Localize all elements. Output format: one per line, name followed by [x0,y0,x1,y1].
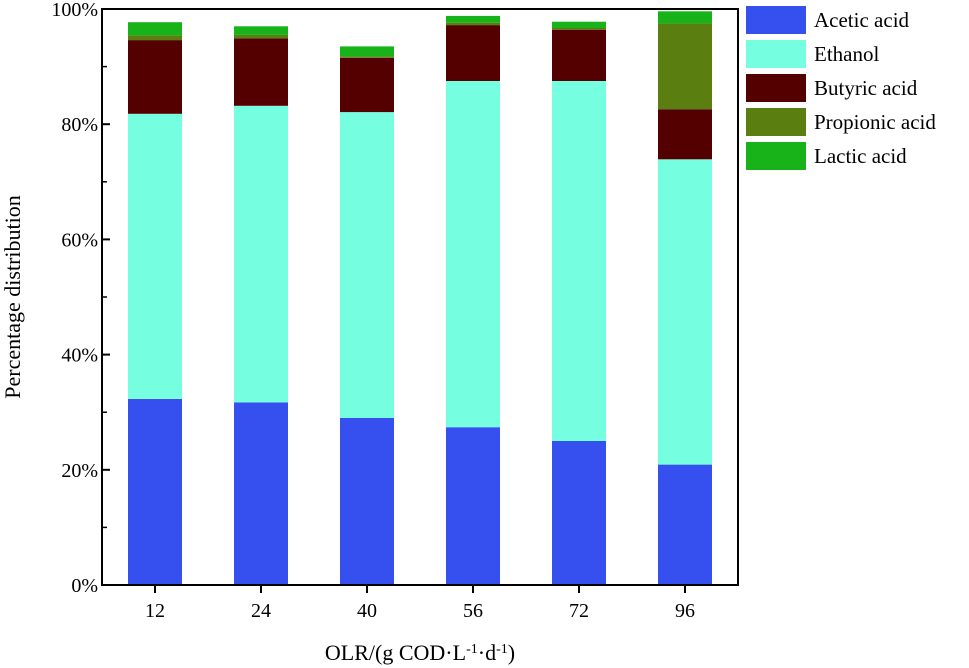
bar-ethanol-24 [234,105,288,403]
bar-lactic-acid-56 [446,15,500,23]
x-tick-label: 56 [463,600,483,622]
x-axis-title-sup2: -1 [496,642,508,657]
x-axis-title-sup1: -1 [466,642,478,657]
bar-acetic-acid-12 [128,399,182,585]
y-tick-label: 60% [61,229,98,251]
bar-propionic-acid-96 [658,23,712,110]
y-axis: 0% 20% 40% 60% 80% 100% [51,0,110,597]
bar-acetic-acid-72 [552,441,606,585]
x-axis-title-mid: ·d [478,640,496,665]
legend-swatch-acetic-acid [746,6,806,34]
bar-lactic-acid-24 [234,26,288,35]
x-axis-title-base: OLR/(g COD·L [325,640,466,665]
bar-lactic-acid-40 [340,46,394,57]
legend-label-acetic-acid: Acetic acid [814,8,910,32]
bar-butyric-acid-40 [340,58,394,113]
bar-propionic-acid-24 [234,34,288,39]
legend-swatch-ethanol [746,40,806,68]
x-axis: 12 24 40 56 72 96 [145,585,695,622]
y-tick-label: 100% [51,0,98,21]
bar-butyric-acid-96 [658,109,712,160]
bar-acetic-acid-96 [658,464,712,585]
bar-butyric-acid-56 [446,25,500,82]
y-tick-label: 40% [61,345,98,367]
bar-acetic-acid-40 [340,418,394,585]
bar-butyric-acid-12 [128,40,182,114]
legend-label-propionic-acid: Propionic acid [814,110,936,134]
bar-ethanol-96 [658,159,712,465]
bar-propionic-acid-40 [340,56,394,58]
plot-frame [101,8,739,586]
x-tick-label: 40 [357,600,377,622]
legend-label-butyric-acid: Butyric acid [814,76,918,100]
bar-propionic-acid-72 [552,28,606,30]
legend-label-lactic-acid: Lactic acid [814,144,907,168]
x-tick-label: 96 [675,600,695,622]
bar-lactic-acid-12 [128,22,182,36]
bar-ethanol-40 [340,112,394,418]
bar-ethanol-12 [128,113,182,399]
x-tick-label: 12 [145,600,165,622]
bar-acetic-acid-24 [234,402,288,585]
bar-lactic-acid-96 [658,11,712,24]
bar-butyric-acid-24 [234,38,288,106]
legend-swatch-propionic-acid [746,108,806,136]
x-tick-label: 72 [569,600,589,622]
y-tick-label: 0% [71,575,98,597]
bars-group [128,11,712,585]
bar-propionic-acid-12 [128,35,182,41]
bar-propionic-acid-56 [446,22,500,26]
legend-swatch-lactic-acid [746,142,806,170]
x-axis-title: OLR/(g COD·L-1·d-1) [325,640,515,665]
bar-butyric-acid-72 [552,29,606,81]
legend-label-ethanol: Ethanol [814,42,879,66]
bar-acetic-acid-56 [446,427,500,585]
x-axis-title-end: ) [508,640,515,665]
y-axis-title: Percentage distribution [0,195,25,398]
legend: Acetic acid Ethanol Butyric acid Propionic … [746,6,936,170]
x-tick-label: 24 [251,600,271,622]
bar-ethanol-72 [552,81,606,441]
y-tick-label: 80% [61,114,98,136]
bar-ethanol-56 [446,81,500,428]
legend-swatch-butyric-acid [746,74,806,102]
y-tick-label: 20% [61,460,98,482]
bar-lactic-acid-72 [552,21,606,28]
